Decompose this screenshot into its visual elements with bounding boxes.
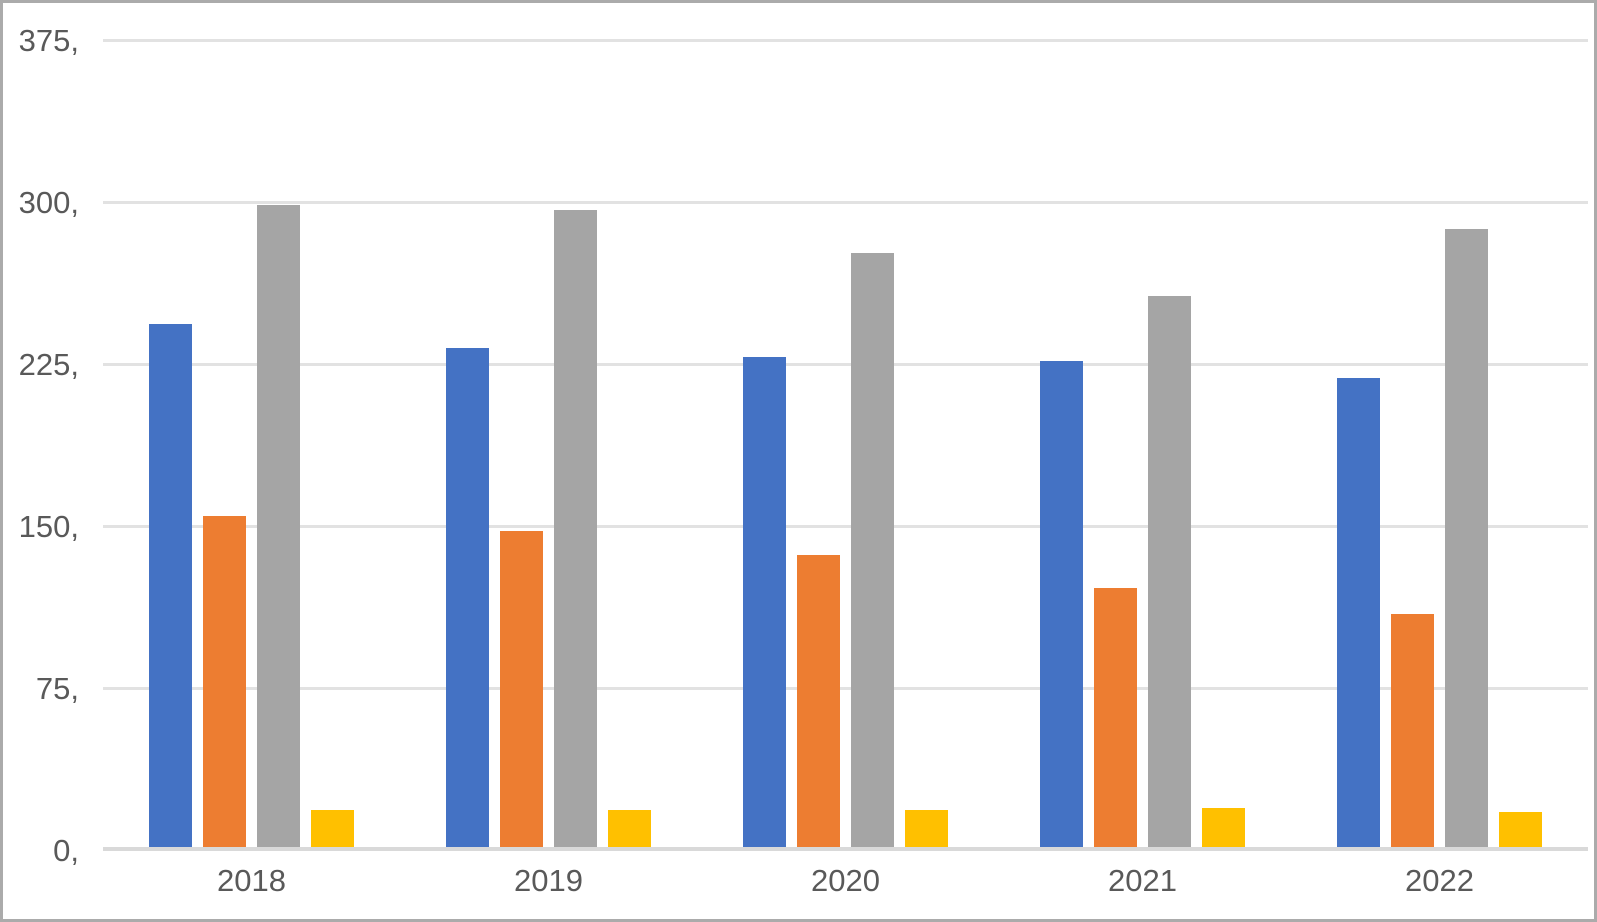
bar-yellow-2020 bbox=[905, 810, 948, 849]
gridline-75 bbox=[103, 687, 1588, 690]
bar-blue-2020 bbox=[743, 356, 786, 849]
y-tick-label-300: 300, bbox=[18, 185, 79, 220]
gridline-150 bbox=[103, 525, 1588, 528]
bar-yellow-2019 bbox=[608, 810, 651, 849]
x-tick-label-2019: 2019 bbox=[514, 863, 583, 898]
bar-yellow-2021 bbox=[1202, 807, 1245, 849]
bar-gray-2022 bbox=[1445, 229, 1488, 849]
bar-orange-2019 bbox=[500, 531, 543, 849]
bar-gray-2019 bbox=[554, 209, 597, 849]
bar-yellow-2022 bbox=[1499, 812, 1542, 849]
bar-orange-2018 bbox=[203, 516, 246, 849]
bar-orange-2020 bbox=[797, 555, 840, 849]
bar-gray-2021 bbox=[1148, 296, 1191, 849]
x-tick-label-2021: 2021 bbox=[1108, 863, 1177, 898]
bar-orange-2021 bbox=[1094, 587, 1137, 849]
plot-area bbox=[103, 39, 1588, 851]
y-tick-label-225: 225, bbox=[18, 347, 79, 382]
x-tick-label-2020: 2020 bbox=[811, 863, 880, 898]
bar-gray-2020 bbox=[851, 252, 894, 849]
bar-blue-2019 bbox=[446, 347, 489, 849]
y-tick-label-150: 150, bbox=[18, 509, 79, 544]
x-axis: 2018 2019 2020 2021 2022 bbox=[103, 859, 1588, 909]
bar-orange-2022 bbox=[1391, 613, 1434, 849]
bar-blue-2021 bbox=[1040, 360, 1083, 849]
bar-yellow-2018 bbox=[311, 810, 354, 849]
y-tick-label-75: 75, bbox=[35, 671, 79, 706]
x-tick-label-2022: 2022 bbox=[1405, 863, 1474, 898]
x-tick-label-2018: 2018 bbox=[217, 863, 286, 898]
x-axis-line bbox=[103, 847, 1588, 851]
bar-blue-2018 bbox=[149, 324, 192, 849]
y-tick-label-375: 375, bbox=[18, 23, 79, 58]
gridline-300 bbox=[103, 201, 1588, 204]
bar-gray-2018 bbox=[257, 205, 300, 849]
gridline-375 bbox=[103, 39, 1588, 42]
y-tick-label-0: 0, bbox=[53, 833, 79, 868]
gridline-225 bbox=[103, 363, 1588, 366]
bar-blue-2022 bbox=[1337, 378, 1380, 849]
